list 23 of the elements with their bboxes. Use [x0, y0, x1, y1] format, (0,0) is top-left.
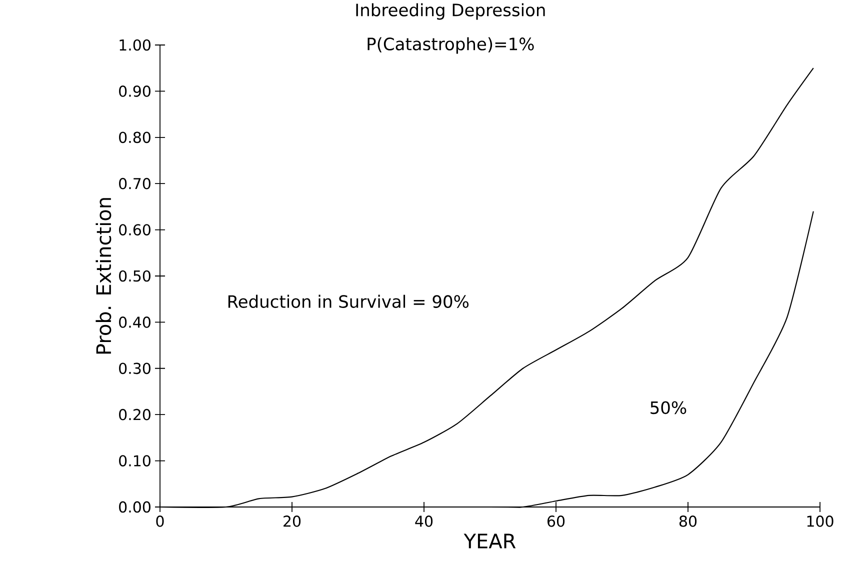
y-tick-label: 0.90 — [119, 86, 150, 97]
y-tick-label: 0.40 — [119, 316, 150, 328]
y-tick-label: 0.30 — [119, 362, 150, 374]
y-axis-title: Prob. Extinction — [96, 198, 112, 354]
x-tick-label: 0 — [156, 516, 164, 527]
annotation: 50% — [650, 401, 686, 414]
y-tick-label: 0.00 — [119, 501, 150, 513]
y-tick-label: 0.20 — [119, 408, 150, 420]
x-tick-label: 80 — [679, 516, 697, 527]
y-tick-label: 0.50 — [119, 270, 150, 282]
x-tick-label: 40 — [415, 516, 433, 527]
x-axis-title: YEAR — [464, 534, 516, 548]
y-tick-label: 1.00 — [120, 39, 150, 51]
x-tick-label: 100 — [807, 516, 834, 527]
annotation: Reduction in Survival = 90% — [228, 294, 469, 308]
chart-title: Inbreeding Depression — [356, 3, 545, 20]
chart-subtitle: P(Catastrophe)=1% — [368, 37, 534, 54]
y-tick-label: 0.10 — [119, 455, 150, 466]
y-tick-label: 0.70 — [119, 178, 150, 190]
x-tick-label: 20 — [284, 516, 301, 527]
y-tick-label: 0.80 — [119, 132, 150, 144]
x-tick-label: 60 — [548, 516, 565, 527]
y-tick-label: 0.60 — [119, 224, 150, 236]
